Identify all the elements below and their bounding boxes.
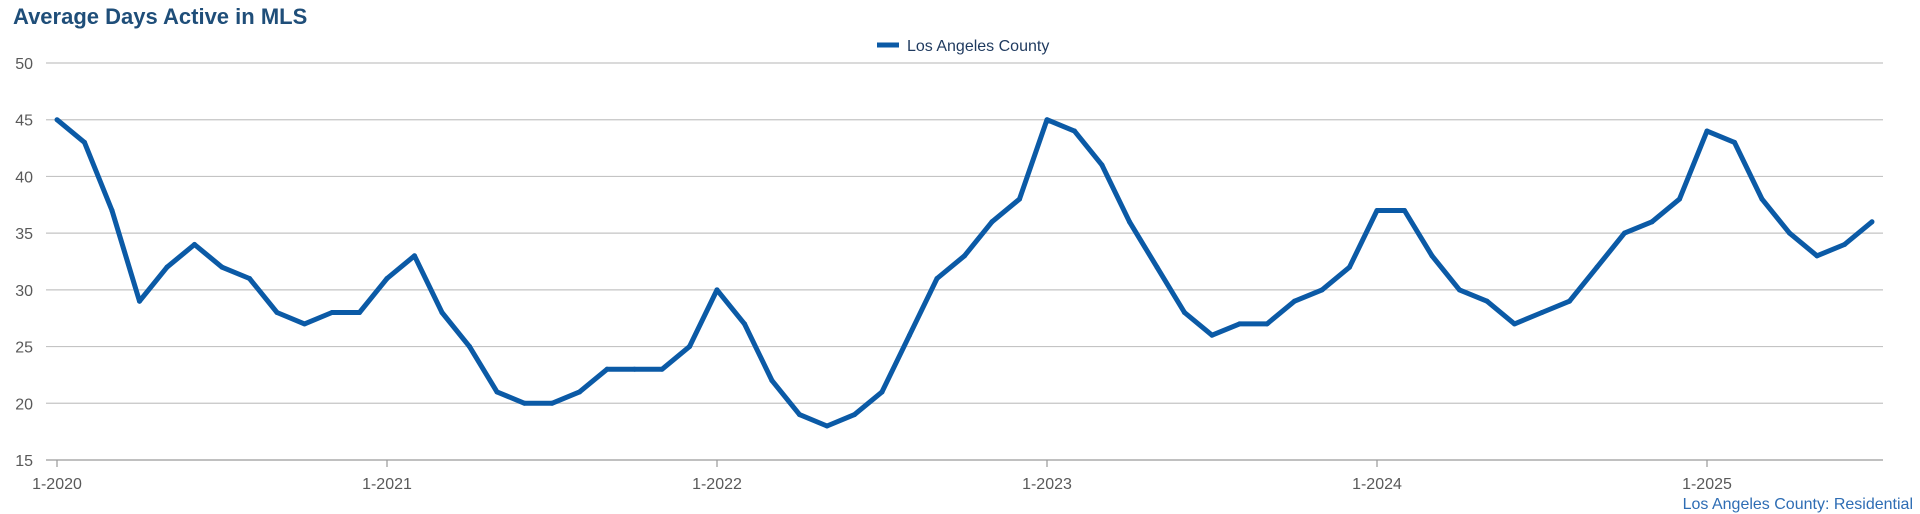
data-point [1484,298,1490,304]
data-point [714,287,720,293]
data-point [1594,264,1600,270]
y-tick-label: 35 [15,226,33,243]
data-point [632,366,637,372]
data-point [1512,321,1517,327]
data-point [82,139,87,145]
x-tick-label: 1-2021 [362,476,412,493]
data-point [1759,196,1765,202]
data-point [1567,298,1572,304]
data-point [1787,230,1792,236]
series-layer [55,117,1874,429]
data-point [1429,253,1435,259]
data-point [797,412,802,418]
data-point [1044,117,1050,123]
data-point [604,366,610,372]
data-point [1099,162,1105,168]
y-tick-label: 45 [15,113,33,130]
data-point [1539,310,1545,316]
data-point [1732,139,1737,145]
data-point [879,389,885,395]
series-line [55,117,1874,429]
data-point [1649,219,1655,225]
data-point [1869,219,1875,225]
data-point [549,400,555,406]
data-point [164,264,170,270]
data-point [907,332,912,338]
data-point [412,253,417,259]
y-tick-label: 40 [15,169,33,186]
data-point [219,264,225,270]
data-point [769,378,775,384]
data-point [1814,253,1820,259]
data-point [1347,264,1352,270]
x-tick-label: 1-2023 [1022,476,1072,493]
data-point [357,310,362,316]
data-point [1154,264,1160,270]
data-point [247,276,252,282]
data-point [274,310,280,316]
data-point [1842,241,1847,247]
data-point [192,241,197,247]
data-point [384,276,390,282]
x-axis-ticks: 1-2020 1-2021 1-2022 1-2023 1-2024 1-2025 [32,460,1732,493]
x-tick-label: 1-2025 [1682,476,1732,493]
chart-title: Average Days Active in MLS [13,4,308,29]
grid-lines [46,62,1883,461]
y-tick-label: 25 [15,340,33,357]
legend: Los Angeles County [877,38,1049,55]
data-point [962,253,967,259]
data-point [1622,230,1627,236]
data-point [742,321,747,327]
data-point [54,117,60,123]
data-point [1677,196,1682,202]
x-tick-label: 1-2024 [1352,476,1402,493]
data-point [439,310,445,316]
y-tick-label: 15 [15,453,33,470]
legend-label: Los Angeles County [907,38,1049,55]
data-point [1457,287,1462,293]
data-point [1704,128,1710,134]
data-point [1017,196,1022,202]
data-point [1292,298,1297,304]
data-point [989,219,995,225]
data-point [1374,207,1380,213]
data-point [1402,207,1407,213]
data-point [522,400,527,406]
data-point [687,344,692,350]
data-point [494,389,500,395]
x-tick-label: 1-2020 [32,476,82,493]
data-point [1237,321,1242,327]
data-point [824,423,830,429]
data-point [934,276,940,282]
y-tick-label: 20 [15,396,33,413]
data-point [329,310,335,316]
data-point [1264,321,1270,327]
data-point [1127,219,1132,225]
x-tick-label: 1-2022 [692,476,742,493]
data-point [1209,332,1215,338]
data-point [1072,128,1077,134]
data-point [852,412,857,418]
y-axis-ticks: 15 20 25 30 35 40 45 50 [15,56,33,470]
data-point [467,344,472,350]
point-layer [54,117,1875,429]
data-point [137,298,142,304]
data-point [302,321,307,327]
data-point [577,389,582,395]
y-tick-label: 50 [15,56,33,73]
data-point [1319,287,1325,293]
y-tick-label: 30 [15,283,33,300]
data-point [1182,310,1187,316]
data-point [659,366,665,372]
data-point [109,207,115,213]
chart-footer: Los Angeles County: Residential [1682,496,1913,513]
